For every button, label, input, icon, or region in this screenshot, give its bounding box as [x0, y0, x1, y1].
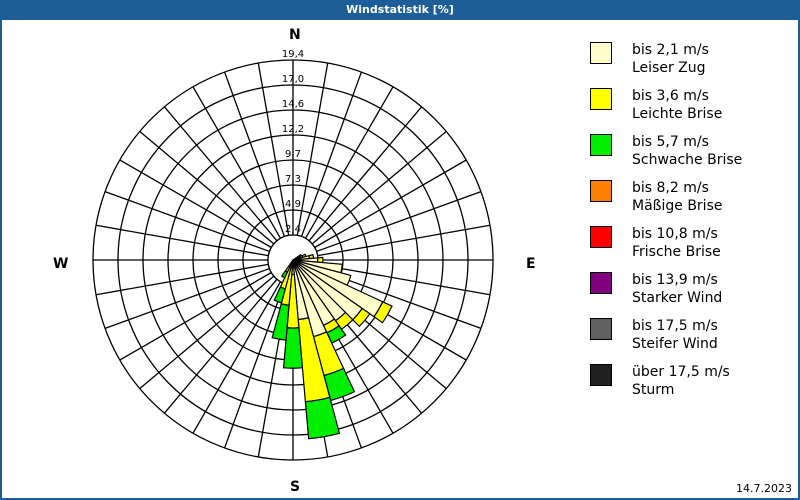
- legend-description: Sturm: [632, 382, 675, 398]
- wind-bar-segment: [373, 301, 393, 324]
- legend-speed: bis 10,8 m/s: [632, 226, 718, 242]
- wind-bars: [271, 253, 393, 440]
- window-title: Windstatistik [%]: [0, 0, 800, 20]
- radial-tick-label: 14,6: [282, 99, 304, 110]
- legend-swatch: [590, 318, 612, 340]
- legend-swatch: [590, 180, 612, 202]
- legend-speed: bis 3,6 m/s: [632, 88, 709, 104]
- wind-bar-segment: [282, 327, 304, 369]
- wind-bar-segment: [271, 303, 290, 341]
- legend-speed: bis 8,2 m/s: [632, 180, 709, 196]
- legend-swatch: [590, 226, 612, 248]
- legend-swatch: [590, 42, 612, 64]
- legend-description: Leiser Zug: [632, 60, 706, 76]
- legend-speed: bis 2,1 m/s: [632, 42, 709, 58]
- legend-swatch: [590, 364, 612, 386]
- radial-tick-label: 19,4: [282, 49, 304, 60]
- compass-west-label: W: [53, 256, 69, 272]
- legend-speed: über 17,5 m/s: [632, 364, 730, 380]
- legend-swatch: [590, 88, 612, 110]
- compass-south-label: S: [290, 479, 301, 495]
- radial-tick-labels: 2,4 4,9 7,3 9,7 12,2 14,6 17,0 19,4: [282, 49, 304, 235]
- radial-tick-label: 2,4: [285, 224, 301, 235]
- radial-tick-label: 4,9: [285, 199, 301, 210]
- legend-description: Starker Wind: [632, 290, 723, 306]
- legend-description: Mäßige Brise: [632, 198, 723, 214]
- radial-tick-label: 7,3: [285, 174, 301, 185]
- compass-north-label: N: [289, 27, 301, 43]
- legend-speed: bis 17,5 m/s: [632, 318, 718, 334]
- legend-speed: bis 13,9 m/s: [632, 272, 718, 288]
- wind-bar-segment: [273, 286, 286, 304]
- wind-bar-segment: [351, 307, 371, 328]
- legend-description: Steifer Wind: [632, 336, 718, 352]
- radial-tick-label: 12,2: [282, 124, 304, 135]
- radial-tick-label: 9,7: [285, 149, 301, 160]
- legend-description: Leichte Brise: [632, 106, 723, 122]
- wind-bar-segment: [304, 396, 341, 440]
- legend-swatch: [590, 134, 612, 156]
- legend-speed: bis 5,7 m/s: [632, 134, 709, 150]
- date-label: 14.7.2023: [736, 482, 792, 495]
- radial-tick-label: 17,0: [282, 74, 304, 85]
- legend-description: Schwache Brise: [632, 152, 743, 168]
- legend-swatch: [590, 272, 612, 294]
- compass-east-label: E: [526, 256, 536, 272]
- wind-bar-segment: [280, 270, 289, 279]
- legend-description: Frische Brise: [632, 244, 721, 260]
